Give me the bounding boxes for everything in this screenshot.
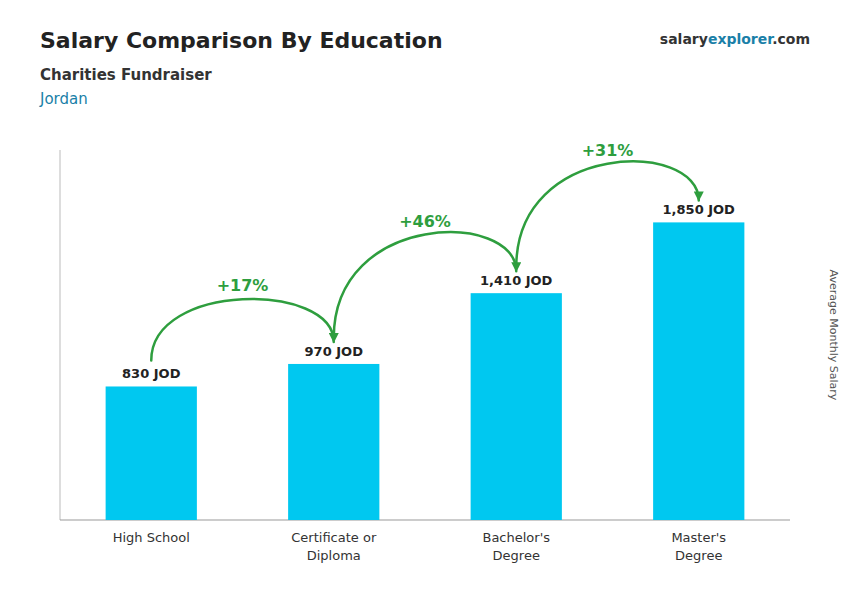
x-tick-label-line: Certificate or (291, 530, 377, 545)
source-part: explorer (708, 31, 774, 47)
x-tick-label: Master's Degree (671, 530, 726, 563)
subtitle: Jordan (39, 90, 88, 108)
subtitle: Charities Fundraiser (40, 66, 212, 84)
growth-arrow (516, 161, 699, 267)
x-tick-label-line: Bachelor's (482, 530, 550, 545)
y-axis-label: Average Monthly Salary (827, 270, 840, 401)
data-label: 970 JOD (305, 344, 364, 359)
bar (471, 293, 562, 520)
x-tick-label-line: Degree (493, 548, 540, 563)
x-tick-label: High School (113, 530, 190, 545)
data-label: 830 JOD (122, 366, 181, 381)
bar (288, 364, 379, 520)
title: Salary Comparison By Education (40, 28, 443, 53)
y-axis-line (60, 150, 61, 520)
bars (106, 222, 745, 520)
source: salaryexplorer.com (660, 31, 810, 47)
data-label: 1,850 JOD (663, 202, 736, 217)
growth-label: +31% (582, 141, 634, 160)
source-part: .com (772, 31, 810, 47)
bar (106, 386, 197, 520)
bar (653, 222, 744, 520)
growth-label: +46% (399, 212, 451, 231)
x-tick-label-line: Degree (675, 548, 722, 563)
x-tick-label: Bachelor's Degree (482, 530, 550, 563)
x-tick-label-line: Master's (671, 530, 726, 545)
data-label: 1,410 JOD (480, 273, 553, 288)
chart: Salary Comparison By Education Charities … (0, 0, 850, 606)
x-tick-label: Certificate or Diploma (291, 530, 377, 563)
growth-arrow (334, 232, 517, 338)
growth-arrow (151, 299, 334, 360)
x-tick-label-line: Diploma (307, 548, 361, 563)
source-part: salary (660, 31, 708, 47)
x-tick-label-line: High School (113, 530, 190, 545)
growth-label: +17% (217, 276, 269, 295)
